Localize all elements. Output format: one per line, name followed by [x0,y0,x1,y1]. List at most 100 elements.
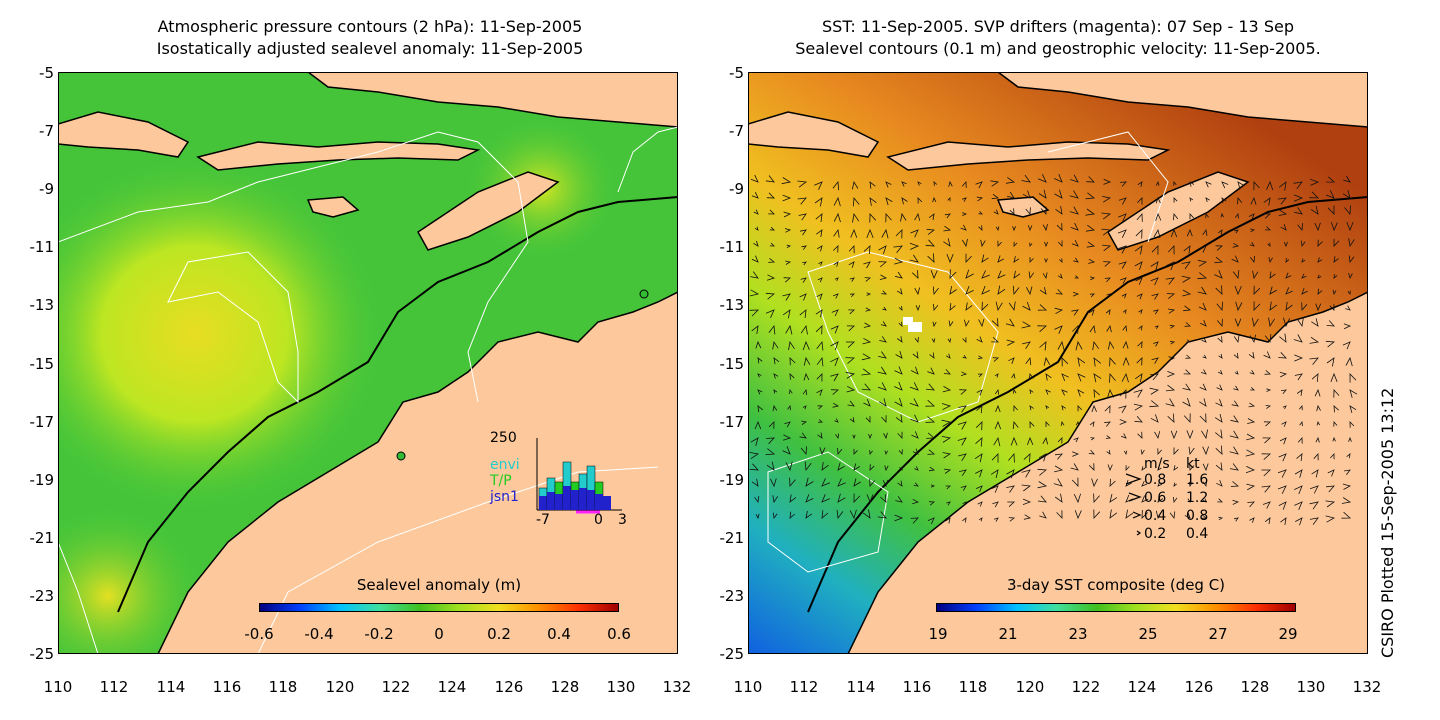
velocity-arrow [893,245,903,253]
velocity-arrow [1188,481,1193,488]
velocity-arrow [1150,373,1159,381]
velocity-arrow [1134,373,1143,383]
velocity-arrow [845,357,856,364]
velocity-arrow [925,239,935,247]
right-colorbar-tick: 25 [1138,625,1158,643]
velocity-arrow [818,261,823,266]
velocity-arrow [755,340,762,349]
velocity-arrow [1105,309,1111,315]
velocity-arrow [911,431,919,439]
velocity-arrow [754,226,759,231]
velocity-arrow [784,228,792,233]
velocity-arrow [1141,466,1146,471]
velocity-arrow [1187,498,1192,504]
velocity-arrow [1216,384,1223,391]
velocity-arrow [846,385,856,393]
velocity-arrow [1137,181,1143,187]
left-colorbar [259,603,619,612]
velocity-arrow [1202,480,1208,488]
velocity-arrow [1088,309,1095,316]
velocity-arrow [877,511,887,519]
right-xtick: 130 [1296,678,1326,696]
velocity-arrow [1037,495,1047,503]
velocity-arrow [804,461,812,472]
velocity-arrow [1006,339,1016,346]
velocity-arrow [962,517,967,523]
velocity-arrow [1349,389,1358,398]
velocity-arrow [789,357,796,366]
velocity-arrow [1137,431,1143,439]
velocity-arrow [1261,469,1271,477]
velocity-arrow [1234,285,1242,296]
velocity-arrow [799,229,807,236]
velocity-arrow [1153,309,1159,315]
velocity-arrow [869,181,876,189]
velocity-arrow [1109,372,1116,383]
velocity-arrow [1119,181,1127,187]
velocity-arrow [1231,255,1239,263]
velocity-legend: m/s kt 0.8 1.6 0.6 1.2 0.4 0.8 0.2 0.4 [1124,456,1244,546]
velocity-arrow [943,225,952,232]
velocity-arrow [1125,509,1134,519]
velocity-arrow [1285,257,1290,263]
velocity-arrow [786,244,792,248]
right-sealevel-contour-3 [1047,131,1169,243]
velocity-arrow [862,337,872,345]
velocity-arrow [1230,415,1239,423]
velocity-arrow [1166,293,1176,300]
velocity-arrow [1165,384,1176,392]
velocity-arrow [1025,356,1032,366]
velocity-arrow [1053,478,1063,487]
velocity-arrow [894,514,904,522]
velocity-arrow [1348,272,1353,280]
velocity-arrow [1201,337,1207,343]
velocity-arrow [1253,180,1260,191]
velocity-arrow [1333,420,1338,427]
velocity-arrow [869,449,873,456]
velocity-arrow [865,416,871,424]
velocity-arrow [917,181,922,186]
velocity-arrow [1029,389,1034,394]
velocity-arrow [1278,181,1287,191]
velocity-arrow [1343,175,1351,183]
velocity-arrow [1173,496,1178,504]
velocity-arrow [757,405,764,413]
velocity-arrow [1325,515,1336,523]
velocity-arrow [1107,464,1113,472]
velocity-arrow [1343,323,1352,330]
velocity-arrow [1089,324,1096,334]
histogram-legend-envi: envi [490,457,520,473]
velocity-arrow [1102,196,1112,203]
velocity-arrow [1185,354,1192,359]
velocity-arrow [1202,463,1209,472]
velocity-arrow [853,463,860,471]
velocity-arrow [1012,420,1019,429]
velocity-arrow [1293,181,1303,189]
velocity-arrow [977,501,983,507]
left-ytick: -17 [29,413,55,431]
velocity-arrow [802,388,808,396]
velocity-arrow [1141,495,1149,503]
velocity-arrow [798,213,807,221]
velocity-arrow [850,228,858,238]
velocity-arrow [1150,414,1159,423]
left-map-svg [58,72,678,654]
velocity-arrow [976,196,984,202]
velocity-arrow [837,447,843,456]
velocity-arrow [1072,291,1080,297]
right-xtick: 112 [789,678,819,696]
velocity-arrow [910,229,919,238]
velocity-arrow [1103,178,1112,185]
velocity-arrow [1022,301,1031,311]
velocity-arrow [885,212,892,223]
velocity-arrow [910,517,919,524]
velocity-arrow [1261,453,1272,460]
velocity-arrow [1263,197,1271,206]
velocity-arrow [997,255,1005,263]
velocity-arrow [1141,509,1149,519]
velocity-arrow [1086,241,1096,248]
velocity-arrow [832,402,840,408]
velocity-arrow [1118,405,1127,414]
velocity-arrow [862,509,871,519]
velocity-arrow [981,254,989,263]
